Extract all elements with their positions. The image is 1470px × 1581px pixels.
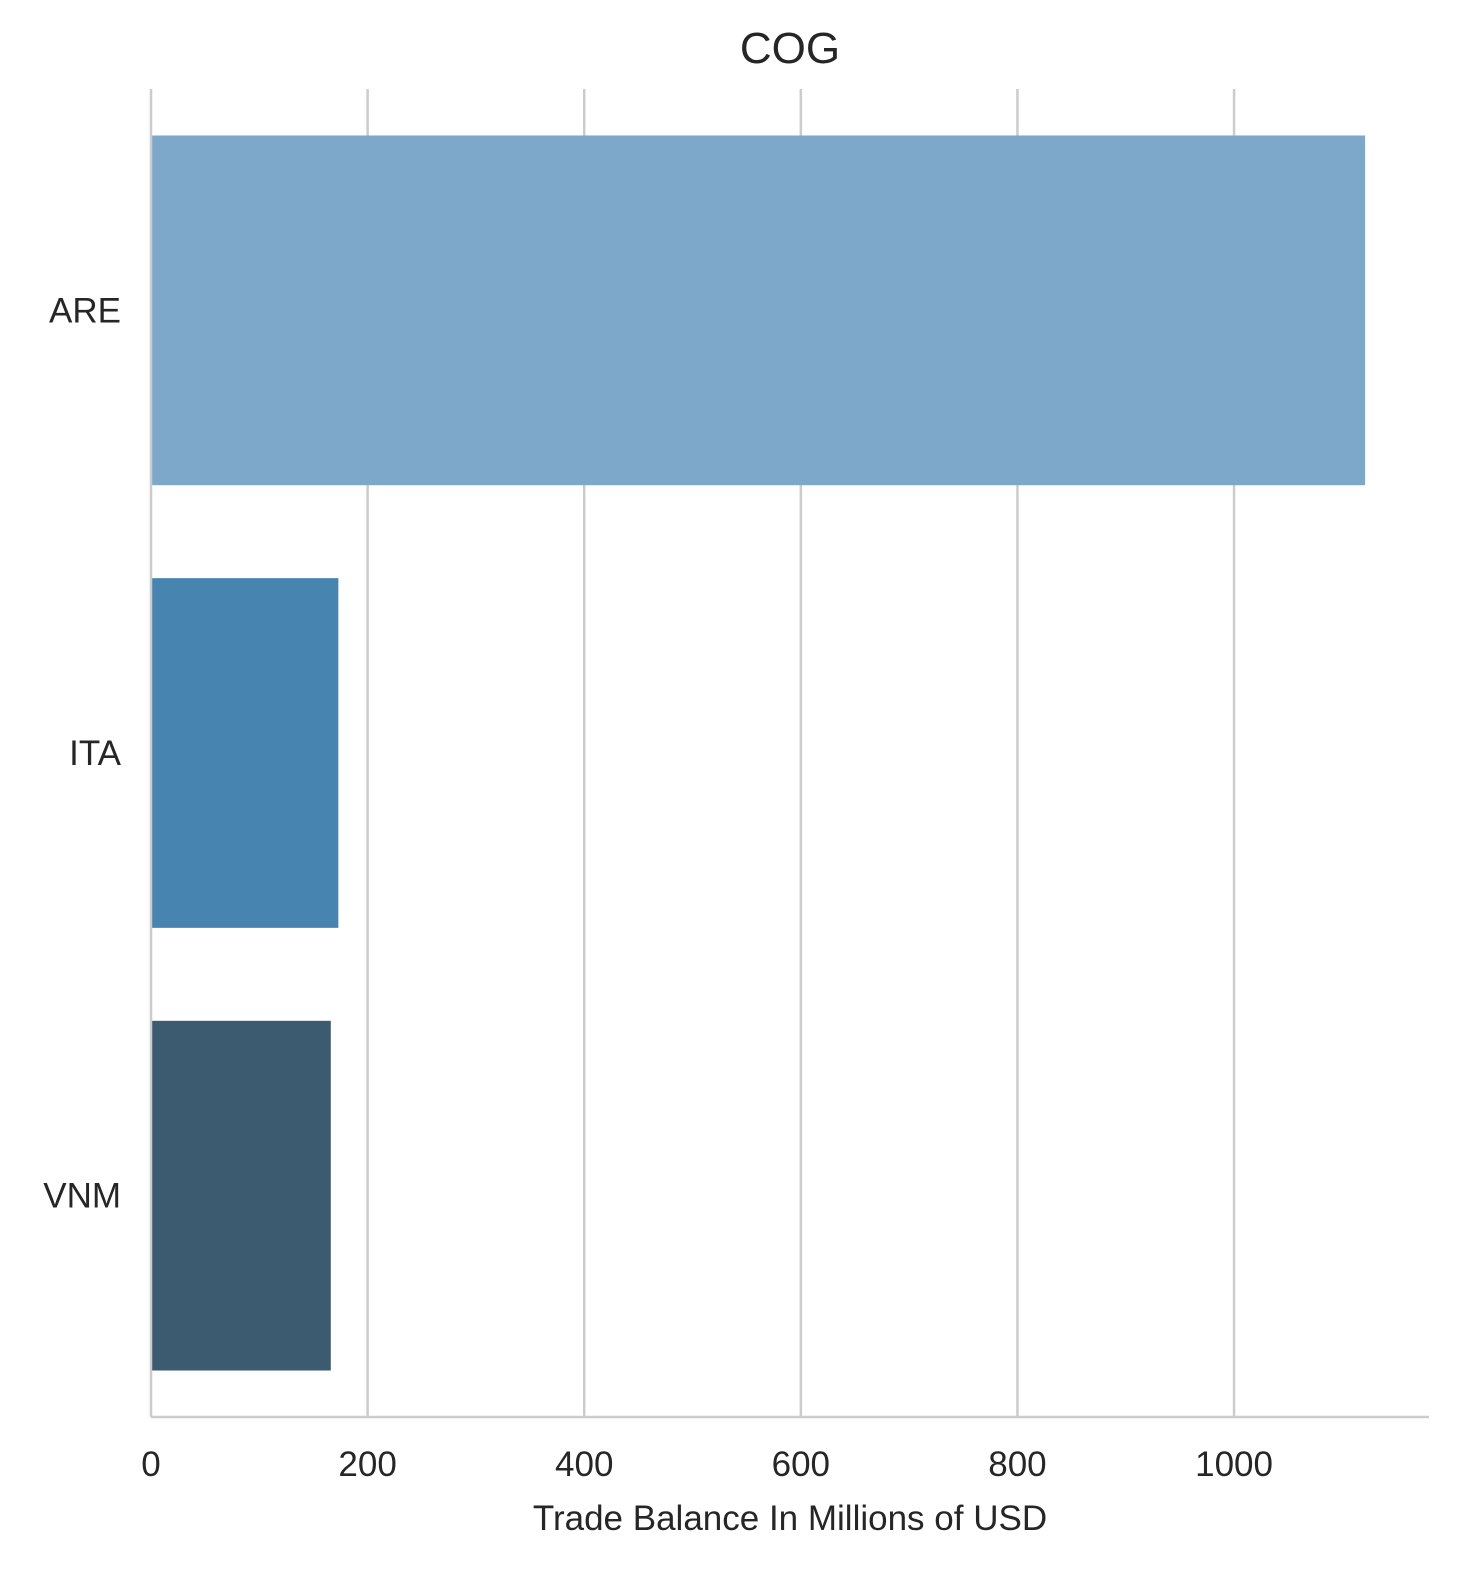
x-tick-label-1000: 1000 xyxy=(1195,1445,1273,1484)
x-axis-label: Trade Balance In Millions of USD xyxy=(533,1499,1047,1538)
bar-vnm xyxy=(151,1020,331,1371)
x-tick-labels: 0 200 400 600 800 1000 xyxy=(141,1445,1273,1484)
y-tick-label-vnm: VNM xyxy=(43,1177,121,1216)
bar-ita xyxy=(151,578,339,928)
chart-title: COG xyxy=(740,24,840,73)
bars xyxy=(151,135,1366,1371)
x-tick-label-0: 0 xyxy=(141,1445,160,1484)
x-tick-label-400: 400 xyxy=(555,1445,613,1484)
x-tick-label-200: 200 xyxy=(338,1445,396,1484)
bar-are xyxy=(151,135,1366,486)
y-tick-label-are: ARE xyxy=(49,291,121,330)
y-tick-labels: ARE ITA VNM xyxy=(43,291,121,1215)
axis-spines xyxy=(149,89,1429,1419)
y-tick-label-ita: ITA xyxy=(69,734,122,773)
x-tick-label-800: 800 xyxy=(988,1445,1046,1484)
x-tick-label-600: 600 xyxy=(772,1445,830,1484)
